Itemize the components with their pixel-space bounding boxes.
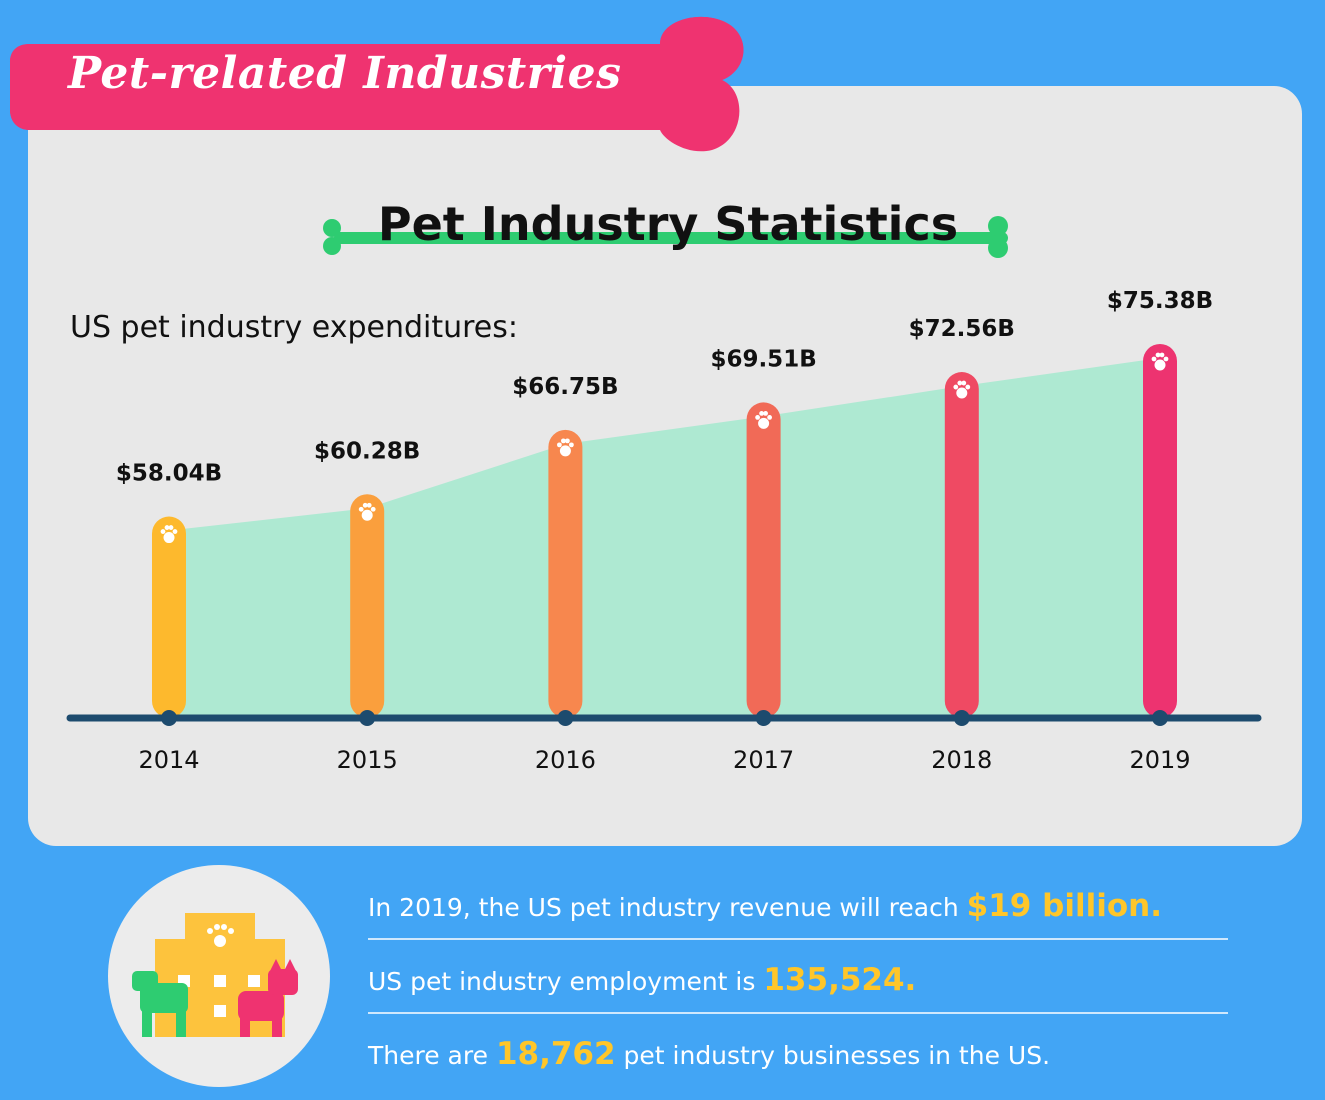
fact-revenue: In 2019, the US pet industry revenue wil… bbox=[368, 880, 1228, 940]
chart-title: Pet Industry Statistics bbox=[377, 197, 959, 251]
bone-underline-icon bbox=[323, 216, 1008, 258]
stats-heading: Pet Industry Statistics bbox=[318, 192, 1018, 272]
axis-dot bbox=[1152, 710, 1168, 726]
value-label-2014: $58.04B bbox=[116, 461, 222, 487]
bar-2018 bbox=[944, 372, 979, 718]
facts-list: In 2019, the US pet industry revenue wil… bbox=[368, 880, 1228, 1100]
fact-text: US pet industry employment is bbox=[368, 967, 764, 996]
axis-dot bbox=[557, 710, 574, 726]
paw-icon bbox=[953, 380, 971, 399]
fact-highlight: 18,762 bbox=[495, 1036, 616, 1072]
x-tick-label-2015: 2015 bbox=[337, 746, 398, 774]
chart-subtitle: US pet industry expenditures: bbox=[70, 310, 518, 345]
axis-dot bbox=[161, 710, 177, 726]
bar-2014 bbox=[152, 516, 186, 718]
x-tick-label-2019: 2019 bbox=[1129, 746, 1190, 774]
cat-icon bbox=[238, 959, 298, 1037]
fact-text: In 2019, the US pet industry revenue wil… bbox=[368, 893, 967, 922]
paw-icon bbox=[160, 525, 178, 544]
x-tick-label-2018: 2018 bbox=[931, 746, 992, 774]
paw-icon bbox=[207, 924, 234, 947]
fact-text: pet industry businesses in the US. bbox=[615, 1041, 1051, 1070]
axis-dot bbox=[359, 710, 376, 726]
bar-2019 bbox=[1143, 343, 1177, 718]
paw-icon bbox=[755, 411, 772, 429]
bar-2017 bbox=[746, 402, 781, 718]
paw-icon bbox=[1151, 352, 1169, 371]
fact-highlight: $19 billion. bbox=[966, 888, 1162, 924]
fact-highlight: 135,524. bbox=[763, 962, 917, 998]
bar-2015 bbox=[350, 494, 385, 718]
paw-icon bbox=[358, 502, 376, 521]
x-tick-label-2016: 2016 bbox=[535, 746, 596, 774]
fact-businesses: There are 18,762 pet industry businesses… bbox=[368, 1028, 1228, 1086]
value-label-2017: $69.51B bbox=[710, 346, 816, 372]
axis-dot bbox=[755, 710, 772, 726]
fact-text: There are bbox=[368, 1041, 496, 1070]
value-label-2018: $72.56B bbox=[909, 316, 1015, 342]
expenditure-chart: $58.04B $60.28B $66.75B $69.51B $72.56B $75.3… bbox=[66, 288, 1262, 774]
value-label-2016: $66.75B bbox=[512, 374, 618, 400]
x-tick-label-2014: 2014 bbox=[138, 746, 199, 774]
dog-icon bbox=[132, 971, 188, 1037]
x-tick-label-2017: 2017 bbox=[733, 746, 794, 774]
paw-icon bbox=[557, 438, 574, 457]
pet-building-icon bbox=[132, 913, 298, 1037]
fact-employment: US pet industry employment is 135,524. bbox=[368, 954, 1228, 1014]
axis-dot bbox=[953, 710, 970, 726]
bar-2016 bbox=[548, 429, 583, 718]
value-label-2019: $75.38B bbox=[1107, 288, 1213, 314]
banner-title-front: Pet-related Industries bbox=[68, 48, 622, 99]
value-label-2015: $60.28B bbox=[314, 438, 420, 464]
banner-bone-front bbox=[10, 16, 744, 152]
trend-area bbox=[169, 357, 1160, 718]
